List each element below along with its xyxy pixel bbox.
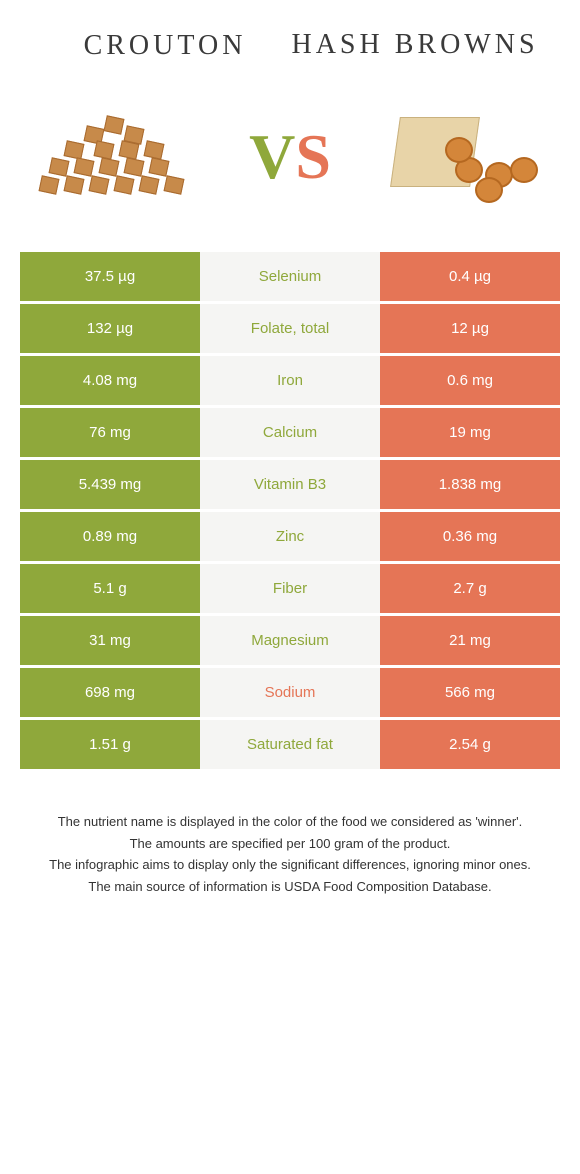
footnotes: The nutrient name is displayed in the co… [0,772,580,918]
nutrient-label: Magnesium [200,616,380,665]
vs-label: VS [249,120,331,194]
value-left: 31 mg [20,616,200,665]
value-left: 0.89 mg [20,512,200,561]
value-right: 19 mg [380,408,560,457]
nutrient-label: Sodium [200,668,380,717]
crouton-image [30,102,200,212]
value-right: 2.7 g [380,564,560,613]
nutrient-row: 5.1 gFiber2.7 g [20,564,560,613]
crouton-illustration [35,107,195,207]
nutrient-row: 5.439 mgVitamin B31.838 mg [20,460,560,509]
value-right: 21 mg [380,616,560,665]
footnote-line: The infographic aims to display only the… [30,855,550,875]
value-left: 37.5 µg [20,252,200,301]
vs-s: S [295,121,331,192]
value-left: 698 mg [20,668,200,717]
value-left: 4.08 mg [20,356,200,405]
nutrient-label: Folate, total [200,304,380,353]
footnote-line: The amounts are specified per 100 gram o… [30,834,550,854]
nutrient-row: 76 mgCalcium19 mg [20,408,560,457]
nutrient-label: Calcium [200,408,380,457]
header: Crouton Hash browns [0,0,580,82]
nutrient-row: 132 µgFolate, total12 µg [20,304,560,353]
hashbrowns-illustration [385,107,545,207]
nutrient-label: Iron [200,356,380,405]
value-right: 0.6 mg [380,356,560,405]
nutrient-label: Vitamin B3 [200,460,380,509]
hashbrowns-image [380,102,550,212]
value-right: 12 µg [380,304,560,353]
value-left: 1.51 g [20,720,200,769]
nutrient-row: 698 mgSodium566 mg [20,668,560,717]
value-right: 1.838 mg [380,460,560,509]
value-right: 566 mg [380,668,560,717]
food-title-left: Crouton [40,30,290,62]
value-right: 2.54 g [380,720,560,769]
value-left: 132 µg [20,304,200,353]
nutrient-row: 4.08 mgIron0.6 mg [20,356,560,405]
nutrient-row: 31 mgMagnesium21 mg [20,616,560,665]
nutrient-label: Zinc [200,512,380,561]
nutrient-label: Selenium [200,252,380,301]
nutrient-label: Fiber [200,564,380,613]
footnote-line: The main source of information is USDA F… [30,877,550,897]
nutrient-row: 1.51 gSaturated fat2.54 g [20,720,560,769]
food-title-right: Hash browns [290,30,540,62]
value-right: 0.4 µg [380,252,560,301]
vs-v: V [249,121,295,192]
images-row: VS [0,82,580,252]
value-left: 5.439 mg [20,460,200,509]
value-left: 5.1 g [20,564,200,613]
value-right: 0.36 mg [380,512,560,561]
nutrient-table: 37.5 µgSelenium0.4 µg132 µgFolate, total… [0,252,580,769]
footnote-line: The nutrient name is displayed in the co… [30,812,550,832]
nutrient-row: 37.5 µgSelenium0.4 µg [20,252,560,301]
nutrient-label: Saturated fat [200,720,380,769]
value-left: 76 mg [20,408,200,457]
nutrient-row: 0.89 mgZinc0.36 mg [20,512,560,561]
